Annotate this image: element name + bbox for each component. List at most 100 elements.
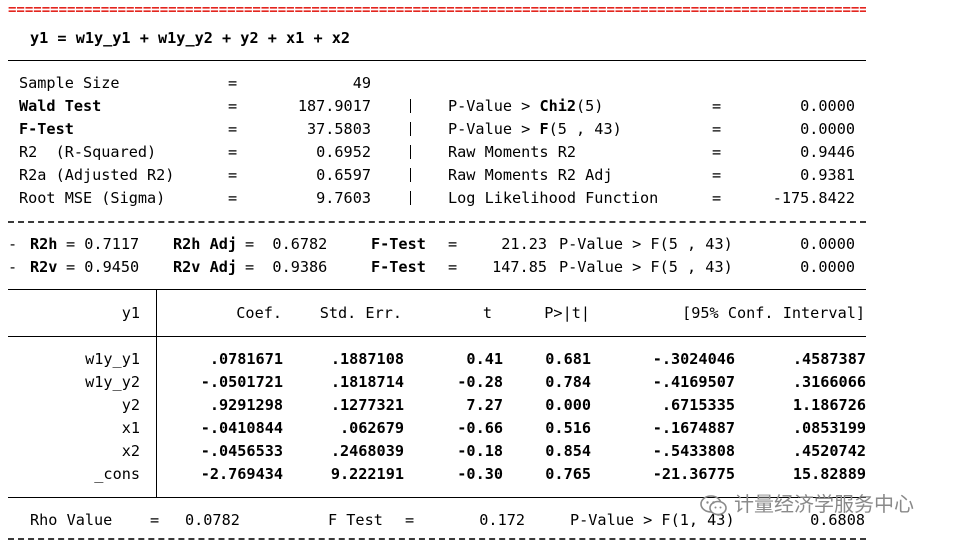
- rho-value: 0.0782: [185, 511, 240, 529]
- r2-label: R2v: [30, 258, 58, 276]
- stat-value: 49: [352, 74, 371, 92]
- equation-underline: [8, 60, 866, 61]
- wechat-icon: [700, 494, 727, 515]
- stat-right-label: Raw Moments R2 Adj: [448, 166, 613, 184]
- stat-right-label: P-Value > F(5 , 43): [448, 120, 622, 138]
- r2-label: R2h: [30, 235, 58, 253]
- cell-p: 0.516: [545, 419, 591, 437]
- r2-adj-label: R2v Adj: [173, 258, 238, 276]
- cell-hi: 1.186726: [792, 396, 866, 414]
- stat-separator: [410, 99, 411, 113]
- cell-hi: 15.82889: [792, 465, 866, 483]
- column-header: P>|t|: [544, 304, 590, 322]
- r2-pvalue: 0.0000: [800, 258, 855, 276]
- r2-value: = 0.9450: [66, 258, 140, 276]
- regression-equation: y1 = w1y_y1 + w1y_y2 + y2 + x1 + x2: [30, 29, 351, 47]
- cell-t: -0.18: [457, 442, 503, 460]
- stat-right-equals: =: [712, 120, 722, 138]
- cell-t: -0.66: [457, 419, 503, 437]
- row-variable: _cons: [94, 465, 140, 483]
- column-header: [95% Conf. Interval]: [682, 304, 865, 322]
- stat-equals: =: [228, 189, 238, 207]
- footer-pvalue-label: P-Value > F(1, 43): [570, 511, 735, 529]
- stat-equals: =: [228, 120, 238, 138]
- r2-adj-value: = 0.9386: [245, 258, 328, 276]
- stat-right-label: P-Value > Chi2(5): [448, 97, 604, 115]
- stat-right-label: Log Likelihood Function: [448, 189, 659, 207]
- cell-se: .2468039: [330, 442, 404, 460]
- stat-equals: =: [228, 97, 238, 115]
- stat-label: Sample Size: [19, 74, 120, 92]
- r2-ftest-label: F-Test: [371, 235, 426, 253]
- stat-right-value: 0.9381: [800, 166, 855, 184]
- cell-t: -0.30: [457, 465, 503, 483]
- r2-ftest-label: F-Test: [371, 258, 426, 276]
- cell-lo: -.3024046: [652, 350, 735, 368]
- cell-coef: -2.769434: [200, 465, 283, 483]
- row-variable: y2: [121, 396, 140, 414]
- cell-coef: .0781671: [209, 350, 283, 368]
- stat-right-equals: =: [712, 166, 722, 184]
- row-variable: x1: [121, 419, 140, 437]
- footer-pvalue: 0.6808: [810, 511, 865, 529]
- stat-separator: [410, 145, 411, 159]
- stat-label: R2 (R-Squared): [19, 143, 157, 161]
- cell-coef: -.0501721: [200, 373, 283, 391]
- rho-label: Rho Value: [30, 511, 113, 529]
- stat-right-equals: =: [712, 143, 722, 161]
- stats-divider: [8, 221, 866, 223]
- row-variable: w1y_y2: [85, 373, 140, 391]
- r2-adj-value: = 0.6782: [245, 235, 328, 253]
- cell-lo: -.4169507: [652, 373, 735, 391]
- table-column-divider: [156, 289, 157, 497]
- r2-dash: -: [8, 235, 18, 253]
- row-variable: x2: [121, 442, 140, 460]
- r2-pvalue: 0.0000: [800, 235, 855, 253]
- stat-value: 187.9017: [297, 97, 371, 115]
- watermark-text: 计量经济学服务中心: [734, 492, 914, 516]
- cell-lo: -.1674887: [652, 419, 735, 437]
- watermark: 计量经济学服务中心: [700, 489, 960, 519]
- column-header: Std. Err.: [319, 304, 402, 322]
- column-header: t: [482, 304, 492, 322]
- cell-p: 0.784: [545, 373, 591, 391]
- rho-equals: =: [150, 511, 160, 529]
- stat-right-label: Raw Moments R2: [448, 143, 577, 161]
- stat-right-value: 0.0000: [800, 120, 855, 138]
- stat-label: R2a (Adjusted R2): [19, 166, 175, 184]
- footer-ftest-value: 0.172: [479, 511, 525, 529]
- stat-separator: [410, 191, 411, 205]
- cell-t: 7.27: [466, 396, 503, 414]
- stat-separator: [410, 168, 411, 182]
- r2-ftest-equals: =: [448, 258, 458, 276]
- stat-right-equals: =: [712, 97, 722, 115]
- r2-adj-label: R2h Adj: [173, 235, 238, 253]
- stat-value: 9.7603: [316, 189, 371, 207]
- stat-label: Wald Test: [19, 97, 102, 115]
- cell-lo: -.5433808: [652, 442, 735, 460]
- cell-lo: .6715335: [661, 396, 735, 414]
- cell-se: .1887108: [330, 350, 404, 368]
- r2-ftest-value: 21.23: [501, 235, 547, 253]
- stat-right-value: 0.0000: [800, 97, 855, 115]
- cell-coef: .9291298: [209, 396, 283, 414]
- r2-dash: -: [8, 258, 18, 276]
- row-variable: w1y_y1: [85, 350, 140, 368]
- table-bottom-rule: [8, 497, 866, 498]
- footer-ftest-equals: =: [405, 511, 415, 529]
- top-double-rule: ========================================…: [8, 6, 866, 16]
- cell-p: 0.765: [545, 465, 591, 483]
- stat-value: 0.6952: [316, 143, 371, 161]
- cell-coef: -.0456533: [200, 442, 283, 460]
- bottom-divider: [8, 538, 866, 540]
- cell-p: 0.854: [545, 442, 591, 460]
- cell-se: .1277321: [330, 396, 404, 414]
- stat-right-value: 0.9446: [800, 143, 855, 161]
- column-header: Coef.: [236, 304, 282, 322]
- table-header-rule: [8, 336, 866, 337]
- cell-lo: -21.36775: [652, 465, 735, 483]
- stat-separator: [410, 122, 411, 136]
- cell-hi: .3166066: [792, 373, 866, 391]
- cell-p: 0.000: [545, 396, 591, 414]
- r2-value: = 0.7117: [66, 235, 140, 253]
